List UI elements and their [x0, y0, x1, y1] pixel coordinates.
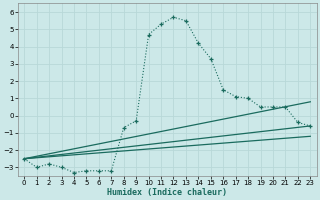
X-axis label: Humidex (Indice chaleur): Humidex (Indice chaleur) [107, 188, 227, 197]
